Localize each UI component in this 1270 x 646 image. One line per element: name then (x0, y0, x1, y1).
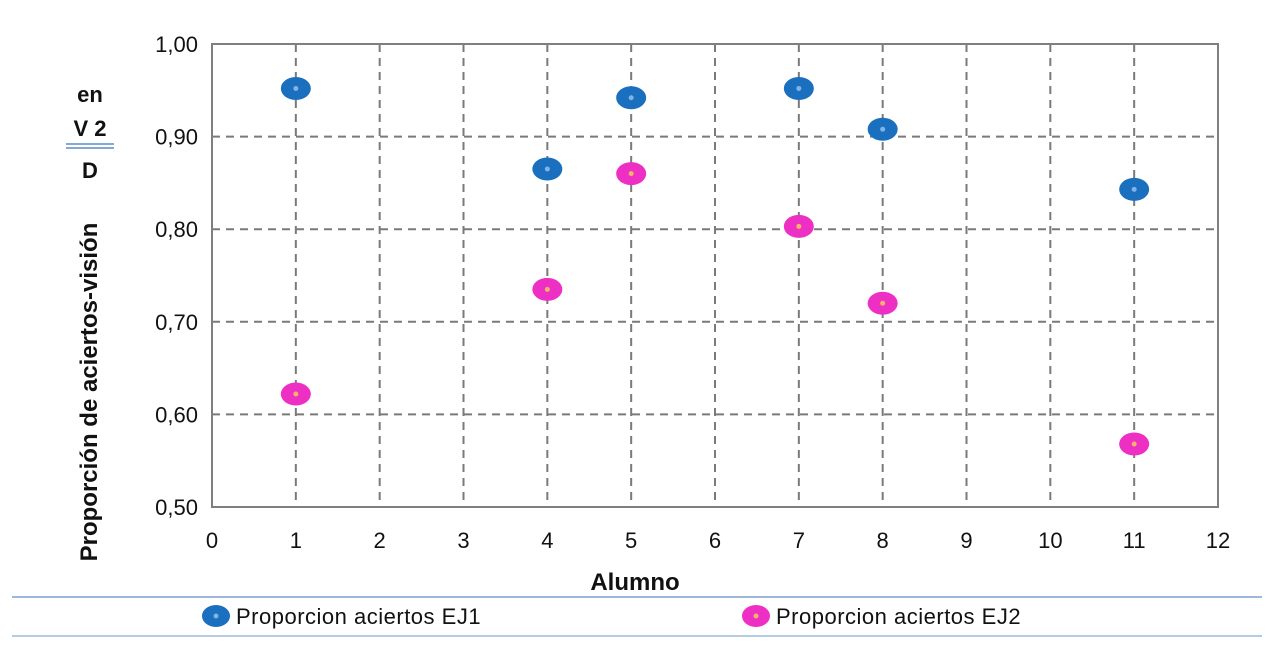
y-axis-title: Proporción de aciertos-visión (76, 223, 103, 562)
legend-entry-ej2: Proporcion aciertos EJ2 (742, 604, 1021, 629)
data-point-center (880, 126, 886, 132)
y-tick-labels: 0,50 0,60 0,70 0,80 0,90 1,00 (155, 32, 198, 520)
plot-frame (211, 43, 1219, 508)
y-tick-label: 0,50 (155, 495, 198, 520)
data-point-center (796, 223, 802, 229)
x-tick-label: 6 (709, 528, 721, 553)
data-point-center (796, 85, 802, 91)
data-point-center (544, 166, 550, 172)
x-tick-label: 9 (960, 528, 972, 553)
data-point-center (628, 171, 634, 177)
x-tick-labels: 0 1 2 3 4 5 6 7 8 9 10 11 12 (206, 528, 1230, 553)
legend-marker-center (213, 613, 219, 619)
legend-label: Proporcion aciertos EJ2 (776, 604, 1021, 629)
data-point-center (544, 286, 550, 292)
y-tick-label: 0,90 (155, 125, 198, 150)
x-tick-label: 3 (457, 528, 469, 553)
side-note-line1: en (77, 82, 103, 107)
x-tick-label: 12 (1206, 528, 1230, 553)
x-tick-label: 4 (541, 528, 553, 553)
x-axis-title: Alumno (590, 569, 679, 596)
legend-label: Proporcion aciertos EJ1 (236, 604, 481, 629)
x-tick-label: 0 (206, 528, 218, 553)
x-tick-label: 10 (1038, 528, 1062, 553)
legend-entry-ej1: Proporcion aciertos EJ1 (202, 604, 481, 629)
x-tick-label: 7 (793, 528, 805, 553)
data-point-center (293, 391, 299, 397)
x-tick-label: 1 (290, 528, 302, 553)
data-point-center (628, 95, 634, 101)
y-tick-label: 1,00 (155, 32, 198, 57)
y-tick-label: 0,80 (155, 217, 198, 242)
x-tick-label: 5 (625, 528, 637, 553)
legend-marker-center (753, 613, 759, 619)
x-tick-label: 11 (1123, 528, 1146, 553)
data-points (280, 76, 1150, 456)
side-note-line3: D (82, 158, 98, 183)
data-point-center (1131, 186, 1137, 192)
y-tick-label: 0,60 (155, 402, 198, 427)
y-tick-label: 0,70 (155, 310, 198, 335)
x-tick-label: 8 (877, 528, 889, 553)
grid-lines (212, 44, 1218, 507)
data-point-center (880, 300, 886, 306)
data-point-center (1131, 441, 1137, 447)
side-note: en V 2 D (66, 82, 114, 183)
side-note-line2: V 2 (73, 116, 106, 141)
x-tick-label: 2 (374, 528, 386, 553)
data-point-center (293, 85, 299, 91)
legend: Proporcion aciertos EJ1 Proporcion aciert… (12, 596, 1262, 637)
